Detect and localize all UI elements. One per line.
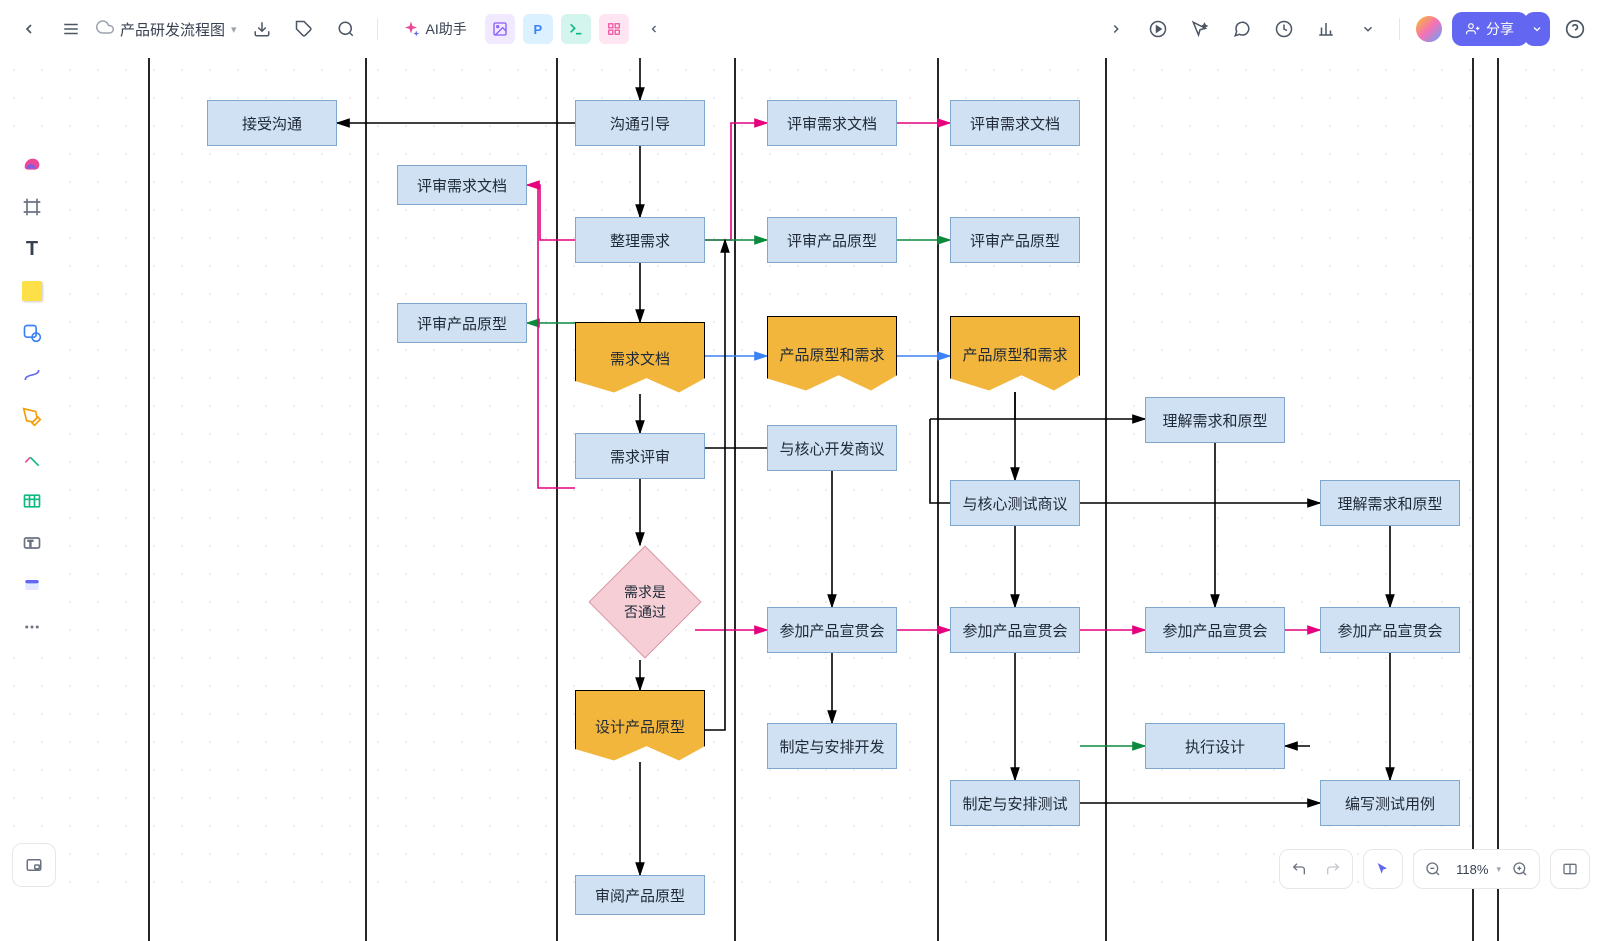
tool-code[interactable] [561, 14, 591, 44]
bottom-left-controls [12, 843, 56, 887]
share-more-button[interactable] [1524, 12, 1550, 46]
fullscreen-button[interactable] [1555, 854, 1585, 884]
flow-container: 提出需求需求收集接受沟通评审需求文档评审产品原型沟通引导整理需求需求文档需求评审… [0, 0, 1604, 901]
node-understand_c4[interactable]: 理解需求和原型 [1145, 397, 1285, 443]
swimlane-divider [1472, 0, 1474, 941]
ai-icon [402, 20, 420, 38]
chart-button[interactable] [1309, 12, 1343, 46]
tool-pen[interactable] [13, 398, 51, 436]
ai-label: AI助手 [426, 19, 467, 39]
tool-text[interactable]: T [13, 230, 51, 268]
cursor-mode-button[interactable] [1368, 854, 1398, 884]
history-button[interactable] [1267, 12, 1301, 46]
tool-p[interactable]: P [523, 14, 553, 44]
share-label: 分享 [1486, 19, 1514, 39]
swimlane-divider [937, 0, 939, 941]
tool-textbox[interactable]: T [13, 524, 51, 562]
help-button[interactable] [1558, 12, 1592, 46]
node-review_proto_btm[interactable]: 审阅产品原型 [575, 875, 705, 915]
node-plan_dev[interactable]: 制定与安排开发 [767, 723, 897, 769]
node-rev_doc_c2[interactable]: 评审需求文档 [767, 100, 897, 146]
node-org_req[interactable]: 整理需求 [575, 217, 705, 263]
swimlane-divider [1105, 0, 1107, 941]
tool-collapse[interactable] [637, 12, 671, 46]
swimlane-divider [148, 0, 150, 941]
node-write_test[interactable]: 编写测试用例 [1320, 780, 1460, 826]
chevron-down-icon[interactable]: ▾ [1496, 864, 1501, 875]
tool-sticky[interactable] [13, 272, 51, 310]
node-attend_c3[interactable]: 参加产品宣贯会 [950, 607, 1080, 653]
cursor-sparkle-button[interactable] [1183, 12, 1217, 46]
node-attend_c4[interactable]: 参加产品宣贯会 [1145, 607, 1285, 653]
tool-shape[interactable] [13, 314, 51, 352]
node-rev_doc_c3[interactable]: 评审需求文档 [950, 100, 1080, 146]
download-button[interactable] [245, 12, 279, 46]
share-icon [1466, 22, 1480, 36]
node-plan_test[interactable]: 制定与安排测试 [950, 780, 1080, 826]
undo-button[interactable] [1284, 854, 1314, 884]
doc-title-text: 产品研发流程图 [120, 19, 225, 40]
node-attend_c2[interactable]: 参加产品宣贯会 [767, 607, 897, 653]
swimlane-divider [734, 0, 736, 941]
node-rev_proto_c3[interactable]: 评审产品原型 [950, 217, 1080, 263]
back-button[interactable] [12, 12, 46, 46]
zoom-value[interactable]: 118% [1452, 862, 1492, 877]
search-button[interactable] [329, 12, 363, 46]
share-button[interactable]: 分享 [1452, 12, 1528, 46]
left-toolbar: T T [10, 140, 54, 652]
node-review_doc_left[interactable]: 评审需求文档 [397, 165, 527, 205]
node-proto_req_c3[interactable]: 产品原型和需求 [950, 316, 1080, 392]
more-button[interactable] [1351, 12, 1385, 46]
node-rev_proto_c2[interactable]: 评审产品原型 [767, 217, 897, 263]
tool-image[interactable] [485, 14, 515, 44]
comment-button[interactable] [1225, 12, 1259, 46]
swimlane-divider [1497, 0, 1499, 941]
top-toolbar: 产品研发流程图 ▾ AI助手 P 分享 [0, 0, 1604, 58]
tool-frame[interactable] [13, 188, 51, 226]
ai-assistant-button[interactable]: AI助手 [392, 13, 477, 45]
swimlane-divider [365, 0, 367, 941]
menu-button[interactable] [54, 12, 88, 46]
zoom-in-button[interactable] [1505, 854, 1535, 884]
node-core_dev[interactable]: 与核心开发商议 [767, 425, 897, 471]
zoom-out-button[interactable] [1418, 854, 1448, 884]
svg-text:T: T [28, 538, 33, 548]
canvas[interactable]: 提出需求需求收集接受沟通评审需求文档评审产品原型沟通引导整理需求需求文档需求评审… [0, 0, 1604, 901]
tool-connector[interactable] [13, 356, 51, 394]
redo-button[interactable] [1318, 854, 1348, 884]
node-comm_guide[interactable]: 沟通引导 [575, 100, 705, 146]
cloud-icon [96, 18, 114, 40]
tag-button[interactable] [287, 12, 321, 46]
play-button[interactable] [1141, 12, 1175, 46]
share-group: 分享 [1452, 12, 1550, 46]
node-req_doc[interactable]: 需求文档 [575, 322, 705, 394]
minimap-button[interactable] [19, 850, 49, 880]
user-avatar[interactable] [1414, 14, 1444, 44]
divider [1399, 18, 1400, 40]
node-design_proto[interactable]: 设计产品原型 [575, 690, 705, 762]
node-attend_c5[interactable]: 参加产品宣贯会 [1320, 607, 1460, 653]
next-button[interactable] [1099, 12, 1133, 46]
divider [377, 18, 378, 40]
chevron-down-icon: ▾ [231, 23, 237, 36]
node-exec_design[interactable]: 执行设计 [1145, 723, 1285, 769]
node-review_proto_left[interactable]: 评审产品原型 [397, 303, 527, 343]
tool-grid[interactable] [599, 14, 629, 44]
tool-logo[interactable] [13, 146, 51, 184]
node-accept_comm[interactable]: 接受沟通 [207, 100, 337, 146]
tool-table[interactable] [13, 482, 51, 520]
document-title[interactable]: 产品研发流程图 ▾ [96, 18, 237, 40]
bottom-toolbar: 118% ▾ [1279, 849, 1590, 889]
node-req_review[interactable]: 需求评审 [575, 433, 705, 479]
node-req_pass[interactable]: 需求是否通过 [588, 545, 701, 658]
node-understand_c5[interactable]: 理解需求和原型 [1320, 480, 1460, 526]
swimlane-divider [556, 0, 558, 941]
tool-card[interactable] [13, 566, 51, 604]
tool-more[interactable] [13, 608, 51, 646]
node-core_test[interactable]: 与核心测试商议 [950, 480, 1080, 526]
tool-highlighter[interactable] [13, 440, 51, 478]
node-proto_req_c2[interactable]: 产品原型和需求 [767, 316, 897, 392]
